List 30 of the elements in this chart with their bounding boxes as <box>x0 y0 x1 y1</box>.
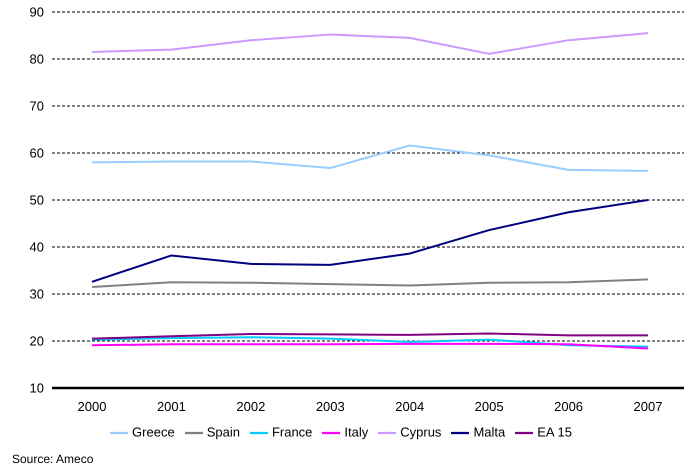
y-tick-label: 70 <box>30 98 44 114</box>
source-note: Source: Ameco <box>12 452 94 466</box>
x-tick-label: 2004 <box>395 399 424 414</box>
legend-label: Cyprus <box>400 424 442 440</box>
legend-label: Greece <box>132 424 175 440</box>
y-tick-label: 90 <box>30 4 44 20</box>
legend-label: Italy <box>344 424 368 440</box>
x-tick-label: 2002 <box>236 399 266 414</box>
y-tick-label: 40 <box>30 240 44 255</box>
y-tick-label: 10 <box>30 380 44 396</box>
legend-label: EA 15 <box>537 424 572 440</box>
line-series <box>91 199 649 283</box>
y-tick-label: 30 <box>30 286 44 302</box>
x-tick-label: 2003 <box>316 399 345 414</box>
y-tick-label: 50 <box>30 192 44 208</box>
line-series <box>91 278 649 288</box>
line-series <box>91 336 649 348</box>
x-tick-label: 2007 <box>634 399 662 414</box>
x-tick-label: 2000 <box>78 399 106 414</box>
y-tick-label: 60 <box>30 146 44 161</box>
legend-label: Malta <box>473 424 506 440</box>
legend-label: Spain <box>206 424 240 440</box>
line-series <box>91 144 649 172</box>
line-series <box>91 32 649 55</box>
legend-label: France <box>272 424 312 440</box>
x-tick-label: 2005 <box>474 399 504 414</box>
y-tick-label: 80 <box>30 52 44 67</box>
x-tick-label: 2001 <box>156 399 186 414</box>
y-tick-label: 20 <box>30 334 44 349</box>
x-tick-label: 2006 <box>554 399 584 414</box>
